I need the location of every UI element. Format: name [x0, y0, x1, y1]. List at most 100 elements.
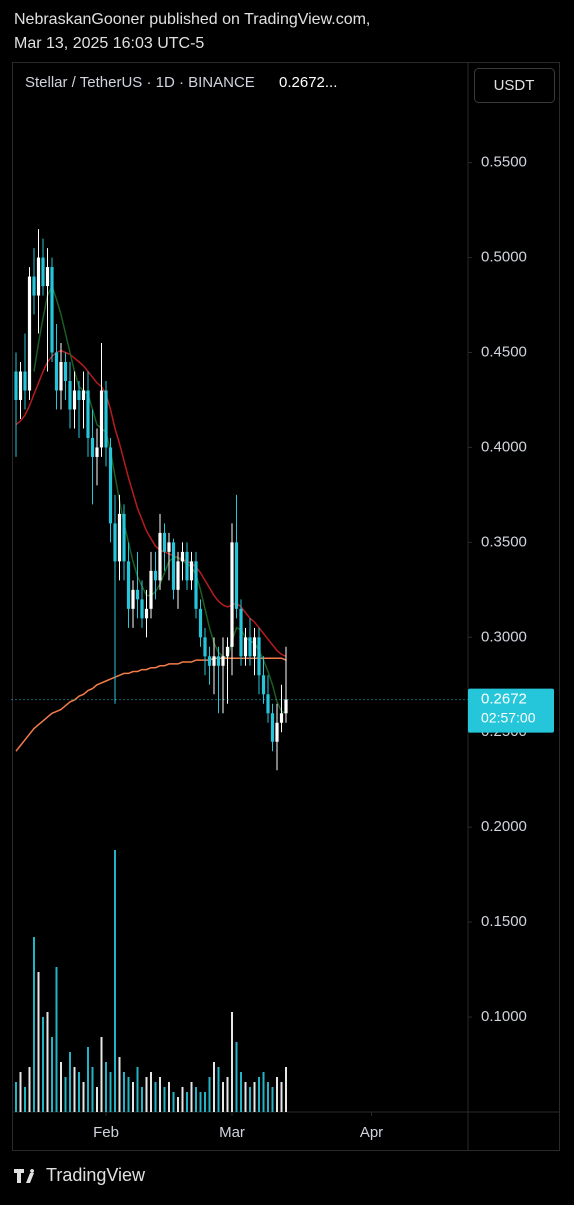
volume-bar	[33, 937, 35, 1112]
x-tick-label: Apr	[360, 1124, 383, 1141]
volume-bar	[132, 1082, 134, 1112]
candle-body	[239, 608, 243, 657]
volume-bar	[123, 1072, 125, 1112]
volume-bar	[235, 1042, 238, 1112]
date-line: Mar 13, 2025 16:03 UTC-5	[14, 35, 204, 52]
volume-bar	[150, 1072, 152, 1112]
volume-bar	[231, 1012, 233, 1112]
volume-bar	[118, 1057, 121, 1112]
candle-body	[77, 390, 81, 400]
candle-body	[176, 561, 180, 590]
candle-body	[212, 656, 216, 666]
y-tick-label: 0.2000	[481, 818, 527, 835]
candle-body	[167, 542, 171, 552]
currency-label[interactable]: USDT	[494, 77, 535, 94]
header-price: 0.2672...	[279, 74, 337, 91]
volume-bar	[181, 1087, 184, 1112]
volume-bar	[69, 1052, 71, 1112]
candle-body	[126, 561, 131, 609]
candle-body	[68, 380, 72, 410]
candle-body	[198, 608, 203, 638]
y-tick-label: 0.4000	[481, 438, 527, 455]
candle-body	[122, 513, 126, 562]
candle-body	[18, 371, 23, 400]
volume-bar	[46, 1012, 49, 1112]
last-price-box	[468, 688, 554, 733]
candle-body	[153, 570, 158, 581]
y-tick-label: 0.3500	[481, 533, 527, 550]
volume-bar	[262, 1072, 265, 1112]
volume-bar	[19, 1072, 22, 1112]
volume-bar	[55, 967, 58, 1112]
candle-body	[90, 437, 95, 457]
y-tick-label: 0.5500	[481, 154, 527, 171]
volume-bar	[42, 1017, 44, 1112]
candle-body	[108, 447, 113, 524]
candle-body	[266, 694, 270, 714]
candle-body	[162, 532, 167, 552]
volume-bar	[190, 1082, 193, 1112]
candle-body	[45, 267, 50, 287]
candle-body	[243, 637, 248, 657]
candle-body	[41, 257, 45, 287]
candle-body	[95, 447, 99, 457]
candle-body	[230, 542, 234, 647]
candle-body	[189, 561, 194, 581]
volume-bar	[240, 1072, 242, 1112]
candle-body	[36, 257, 41, 296]
candle-body	[185, 551, 189, 581]
candle-body	[27, 276, 32, 391]
volume-bar	[186, 1092, 188, 1112]
volume-bar	[60, 1062, 62, 1112]
candle-body	[275, 722, 279, 742]
volume-bar	[141, 1087, 143, 1112]
volume-bar	[208, 1077, 211, 1112]
candle-body	[203, 637, 207, 657]
volume-bar	[172, 1092, 175, 1112]
candle-body	[225, 646, 230, 657]
volume-bar	[244, 1082, 247, 1112]
candle-body	[63, 362, 68, 381]
volume-bar	[37, 972, 40, 1112]
candle-body	[54, 352, 59, 391]
candle-body	[23, 371, 27, 391]
brand: TradingView	[46, 1165, 146, 1185]
volume-bar	[217, 1067, 220, 1112]
candle-body	[180, 551, 185, 562]
candle-body	[32, 276, 36, 296]
candle-body	[149, 570, 153, 609]
volume-bar	[28, 1067, 31, 1112]
volume-bar	[87, 1047, 89, 1112]
volume-bar	[199, 1092, 202, 1112]
volume-bar	[280, 1082, 283, 1112]
countdown-label: 02:57:00	[481, 709, 536, 725]
currency-button[interactable]	[474, 68, 555, 103]
volume-bar	[105, 1062, 107, 1112]
volume-bar	[253, 1082, 256, 1112]
candle-body	[50, 267, 54, 353]
volume-bar	[258, 1077, 260, 1112]
last-price-label: 0.2672	[481, 691, 527, 708]
candle-body	[14, 371, 18, 400]
x-tick-label: Mar	[219, 1124, 245, 1141]
y-tick-label: 0.3000	[481, 628, 527, 645]
volume-bar	[276, 1077, 278, 1112]
y-tick-label: 0.1500	[481, 913, 527, 930]
logo-icon	[14, 1169, 35, 1183]
candle-body	[279, 713, 284, 723]
volume-bar	[204, 1092, 206, 1112]
volume-bar	[127, 1077, 130, 1112]
volume-bar	[96, 1087, 98, 1112]
volume-bar	[114, 850, 116, 1112]
candle-body	[221, 656, 225, 666]
volume-bar	[109, 1072, 112, 1112]
volume-bar	[78, 1072, 80, 1112]
y-tick-label: 0.1000	[481, 1008, 527, 1025]
candle-body	[86, 390, 90, 438]
volume-bar	[136, 1067, 139, 1112]
candle-body	[131, 589, 135, 609]
candle-body	[135, 589, 140, 600]
volume-bar	[15, 1082, 17, 1112]
